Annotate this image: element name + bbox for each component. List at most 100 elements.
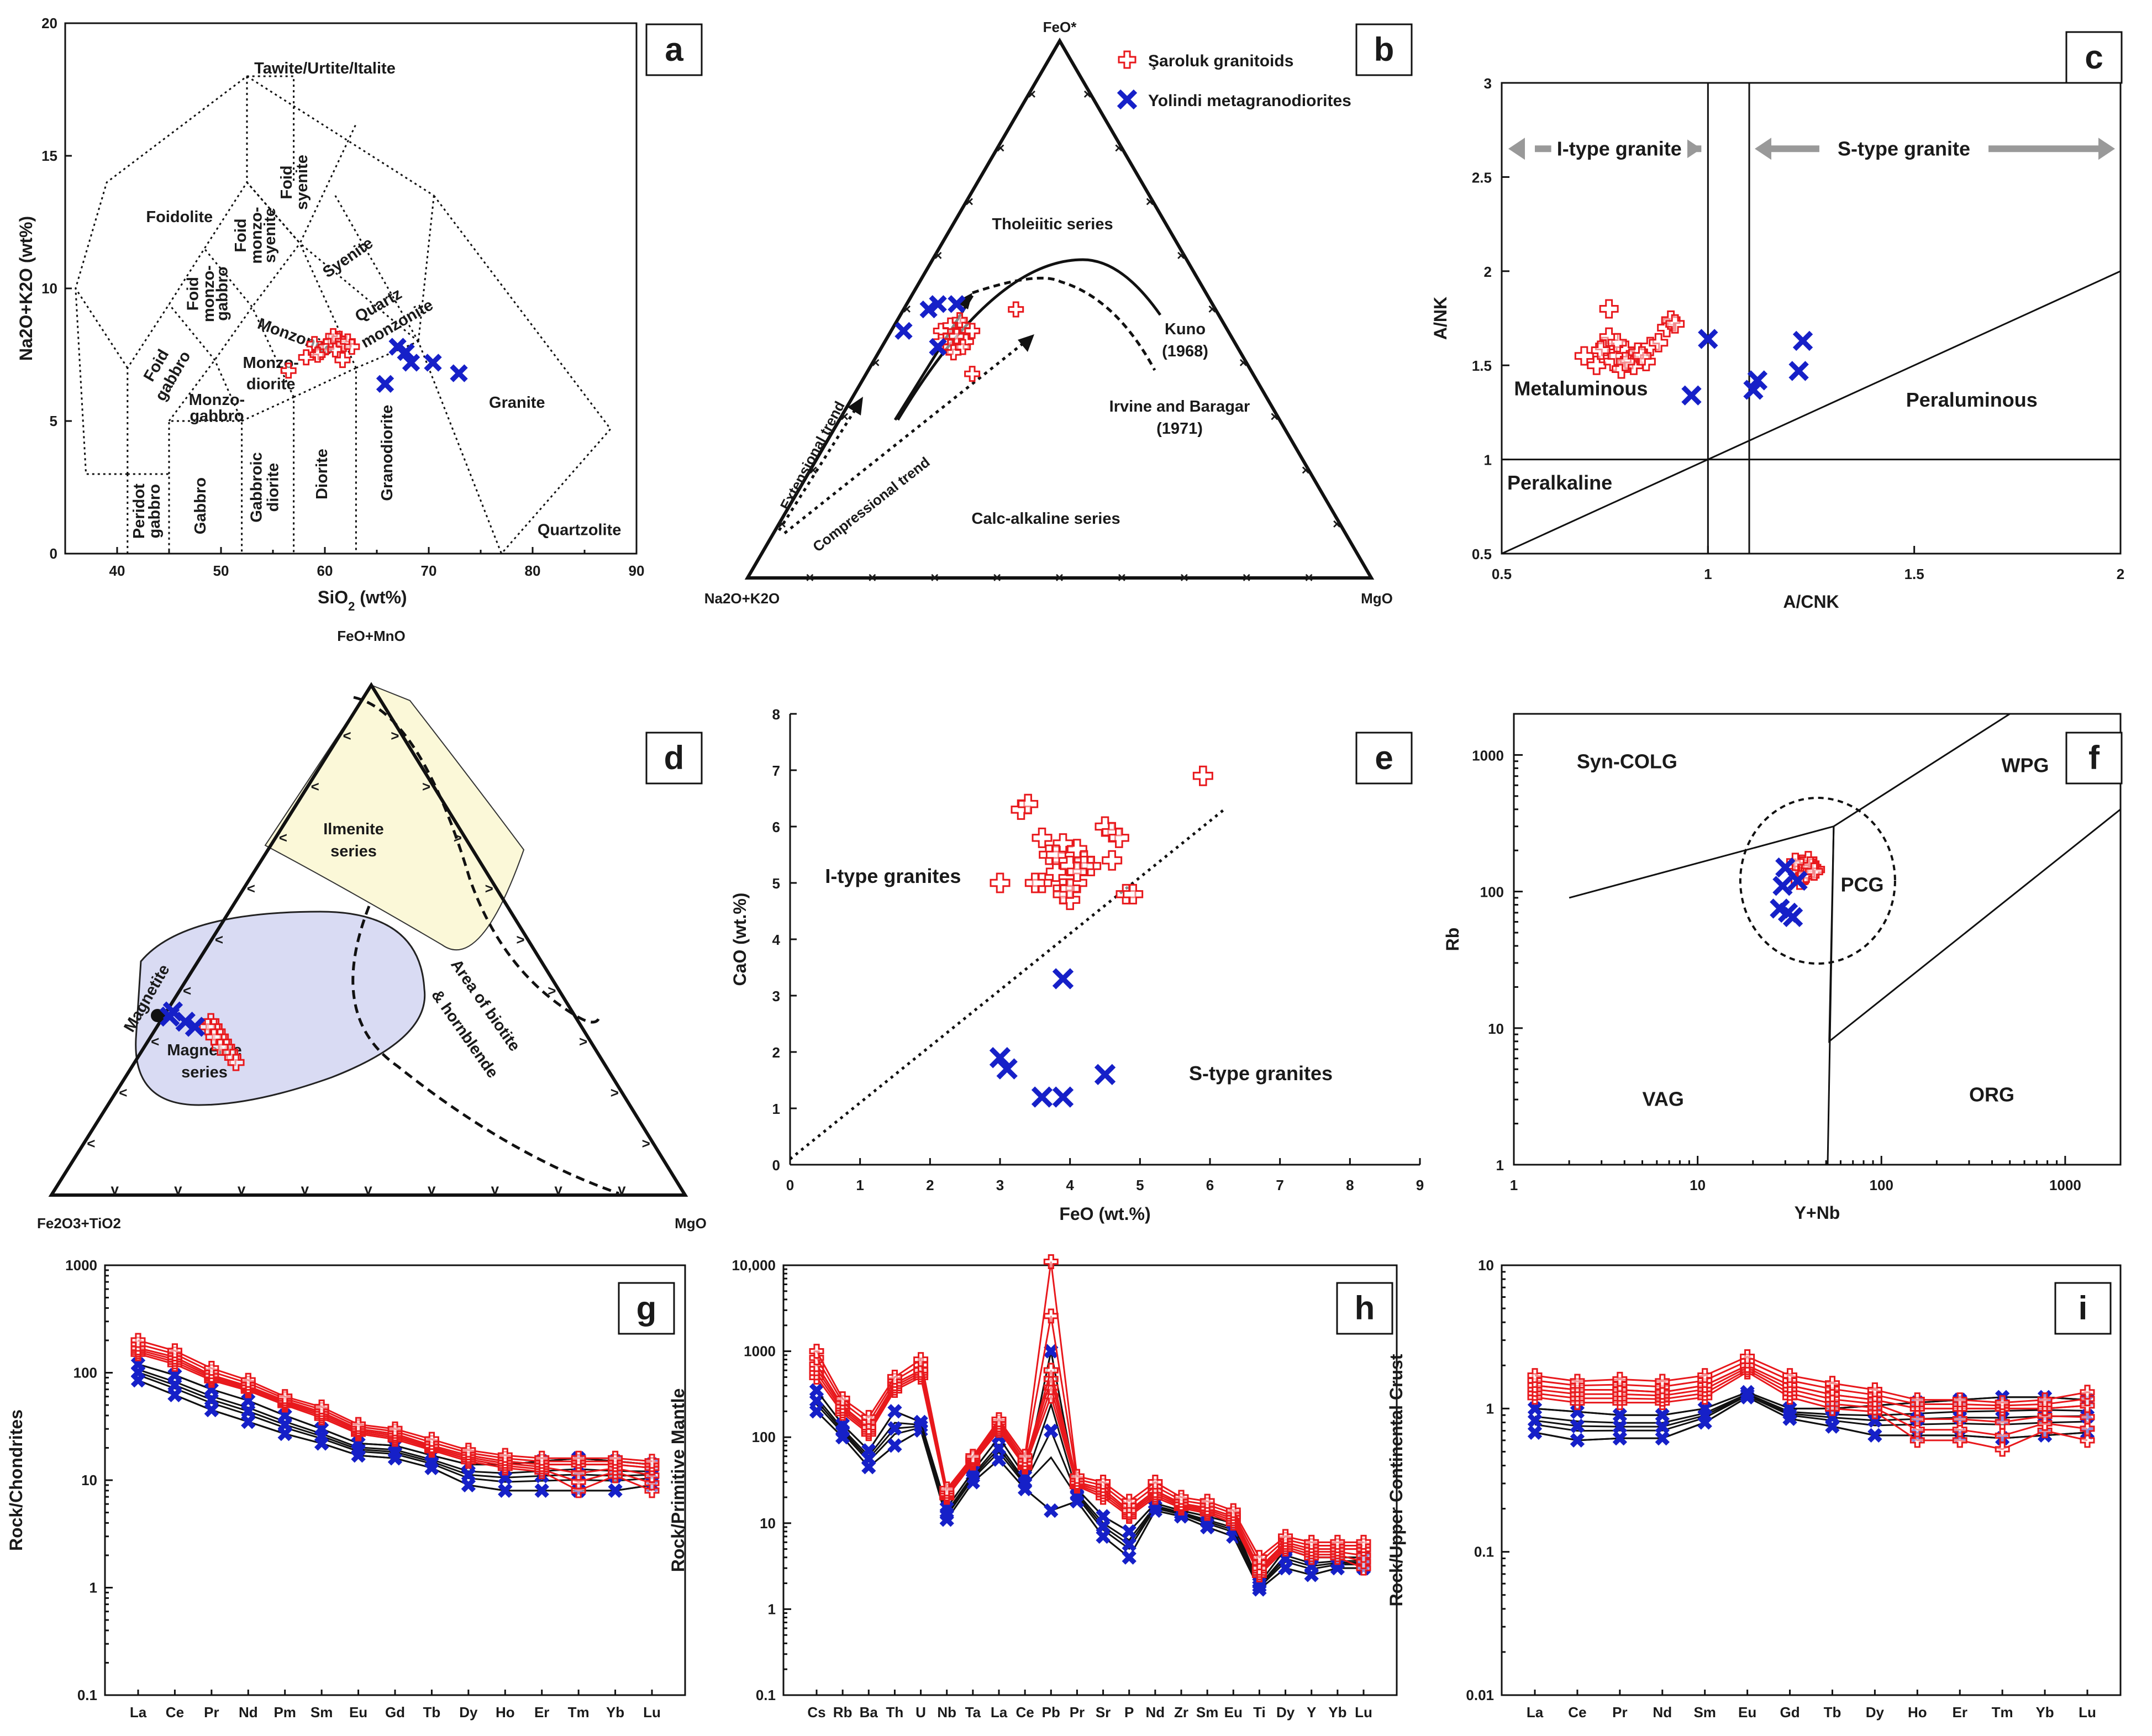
x-tick-label: 5 xyxy=(1136,1177,1144,1193)
ternary-tick: v xyxy=(618,1181,626,1197)
ternary-tick: × xyxy=(1180,569,1188,586)
saroluk-point xyxy=(1599,299,1619,319)
x-tick-label: 2 xyxy=(2117,566,2124,582)
x-category-label: Rb xyxy=(833,1704,853,1721)
y-tick-label: 15 xyxy=(41,148,57,164)
kuno-label: (1968) xyxy=(1162,343,1208,360)
yolindi-point xyxy=(1031,1086,1053,1108)
magnetite-series-label: series xyxy=(181,1064,228,1081)
y-axis-label: A/NK xyxy=(1430,297,1450,340)
x-category-label: Zr xyxy=(1174,1704,1188,1721)
saroluk-point xyxy=(325,328,341,344)
yolindi-point xyxy=(1782,1401,1797,1416)
irvine-curve xyxy=(972,276,1156,371)
saroluk-point xyxy=(1045,844,1066,865)
saroluk-point xyxy=(1096,1475,1111,1490)
field-granite-label: Granite xyxy=(489,394,545,412)
series-line xyxy=(815,1368,1364,1572)
field-boundary xyxy=(246,75,435,197)
x-tick-label: 60 xyxy=(317,562,333,579)
arrow-head xyxy=(2098,138,2115,160)
field-boundary xyxy=(75,288,128,475)
field-boundary xyxy=(168,303,243,422)
x-tick-label: 70 xyxy=(421,562,437,579)
field-foid-monzo-syenite-label: Foid xyxy=(232,218,250,252)
panel-c: 0.5 1 1.5 2 0.5 1 1.5 2 2.5 3 I-type granite S-type… xyxy=(1430,75,2124,612)
saroluk-point xyxy=(1786,853,1804,871)
ternary-tick: × xyxy=(934,247,942,264)
saroluk-point xyxy=(1607,333,1627,353)
yolindi-point xyxy=(1867,1413,1882,1428)
ternary-frame xyxy=(744,38,1375,580)
legend-yolindi-marker xyxy=(1117,89,1138,110)
saroluk-point xyxy=(913,1352,929,1367)
saroluk-point xyxy=(1043,1254,1059,1270)
x-category-label: U xyxy=(915,1704,926,1721)
saroluk-point xyxy=(955,339,971,355)
x-category-label: Cs xyxy=(807,1704,825,1721)
field-boundary xyxy=(293,366,357,554)
yolindi-point xyxy=(1122,1550,1136,1565)
y-tick-label: 10 xyxy=(81,1472,97,1488)
saroluk-point xyxy=(990,872,1011,893)
saroluk-point xyxy=(965,1449,981,1464)
y-tick-label: 7 xyxy=(772,762,780,779)
yolindi-point xyxy=(1052,1086,1074,1108)
x-category-label: Eu xyxy=(1224,1704,1243,1721)
ternary-tick: > xyxy=(548,982,556,999)
x-category-label: Tb xyxy=(423,1704,441,1721)
yolindi-point xyxy=(1122,1537,1136,1552)
y-tick-label: 2.5 xyxy=(1472,169,1492,186)
saroluk-point xyxy=(2080,1421,2095,1437)
ternary-tick: × xyxy=(1239,354,1248,371)
arrow-head xyxy=(1508,138,1525,160)
series-line xyxy=(815,1400,1364,1588)
yolindi-point xyxy=(1867,1428,1882,1443)
yolindi-point xyxy=(1655,1408,1670,1423)
x-tick-label: 3 xyxy=(996,1177,1004,1193)
panel-d: v < > v < > v < > v < > v < > v < > v < > v < > v < > FeO+MnO Fe2O3+… xyxy=(37,628,707,1232)
ternary-tick: > xyxy=(485,880,493,897)
saroluk-point xyxy=(1612,1371,1628,1387)
x-tick-label: 90 xyxy=(629,562,645,579)
extensional-arrow xyxy=(777,402,861,532)
ternary-tick: × xyxy=(1333,515,1341,532)
ternary-tick: × xyxy=(840,408,849,424)
ternary-tick: < xyxy=(279,829,287,846)
saroluk-point xyxy=(1032,827,1053,848)
y-tick-label: 1 xyxy=(1496,1157,1504,1174)
saroluk-point xyxy=(1123,883,1144,904)
saroluk-point xyxy=(1278,1529,1293,1544)
apex-mgo-label: MgO xyxy=(1361,590,1393,607)
yolindi-point xyxy=(397,343,415,361)
x-category-label: Eu xyxy=(1738,1704,1756,1721)
yolindi-point xyxy=(1044,1344,1059,1359)
ternary-tick: × xyxy=(871,354,880,371)
saroluk-point xyxy=(991,1412,1007,1427)
saroluk-point xyxy=(1995,1442,2010,1457)
y-tick-label: 10 xyxy=(1488,1020,1504,1037)
ternary-tick: > xyxy=(422,778,430,795)
saroluk-point xyxy=(334,352,351,369)
field-boundary xyxy=(75,75,295,369)
saroluk-point xyxy=(1952,1433,1967,1448)
x-category-label: Yb xyxy=(606,1704,624,1721)
yolindi-point xyxy=(1788,361,1809,381)
yolindi-point xyxy=(1122,1524,1136,1539)
x-category-label: Pm xyxy=(273,1704,296,1721)
saroluk-point xyxy=(1697,1368,1713,1383)
yolindi-point xyxy=(450,364,468,382)
panel-a: 40 50 60 70 80 90 0 5 10 15 20 Tawite/Urtite/Italit… xyxy=(16,15,644,613)
saroluk-point xyxy=(277,1389,293,1404)
ternary-tick: × xyxy=(965,193,974,210)
series-line xyxy=(1534,1391,2088,1416)
y-tick-label: 1 xyxy=(772,1101,780,1117)
saroluk-point xyxy=(964,366,981,382)
field-gabbroic-diorite-label: diorite xyxy=(264,463,282,512)
peraluminous-label: Peraluminous xyxy=(1906,388,2038,411)
arrow-head xyxy=(1685,138,1702,160)
ternary-tick: > xyxy=(611,1084,619,1101)
x-tick-label: 1000 xyxy=(2049,1177,2081,1193)
saroluk-point xyxy=(1356,1534,1371,1550)
saroluk-point xyxy=(1043,1308,1059,1324)
